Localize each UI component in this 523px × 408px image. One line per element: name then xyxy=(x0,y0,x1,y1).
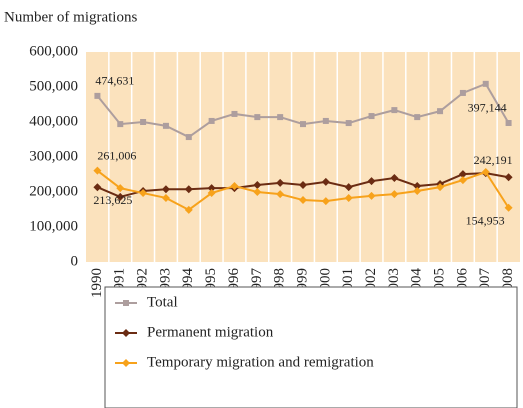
data-point xyxy=(162,122,169,129)
data-point xyxy=(117,121,124,128)
data-point xyxy=(368,113,375,120)
legend-marker xyxy=(122,359,130,367)
data-point xyxy=(93,166,102,175)
data-point xyxy=(367,191,376,200)
data-point xyxy=(299,196,307,205)
data-point xyxy=(367,177,376,186)
data-point xyxy=(116,184,125,193)
data-point xyxy=(184,185,193,194)
data-point xyxy=(458,170,467,179)
data-point xyxy=(504,173,513,182)
y-tick-label: 100,000 xyxy=(29,218,78,234)
data-point xyxy=(481,168,490,177)
data-point xyxy=(116,192,125,201)
y-tick-label: 200,000 xyxy=(29,183,78,199)
y-tick-label: 0 xyxy=(71,253,79,269)
data-label: 474,631 xyxy=(95,74,134,88)
y-axis-title: Number of migrations xyxy=(4,9,137,25)
data-point xyxy=(276,178,285,187)
data-point xyxy=(504,203,513,212)
data-point xyxy=(390,174,399,182)
data-point xyxy=(184,205,193,214)
data-point xyxy=(94,92,101,99)
data-point xyxy=(390,190,399,199)
data-point xyxy=(300,121,306,128)
legend-label: Total xyxy=(147,294,178,310)
data-point xyxy=(413,182,422,191)
data-point xyxy=(253,181,262,189)
data-label: 242,191 xyxy=(474,153,513,167)
data-point xyxy=(413,186,422,195)
data-point xyxy=(391,107,398,114)
data-point xyxy=(231,110,238,117)
legend-marker xyxy=(122,329,130,337)
data-point xyxy=(230,182,239,191)
y-tick-label: 500,000 xyxy=(29,78,78,94)
data-point xyxy=(344,183,353,192)
y-tick-label: 400,000 xyxy=(29,113,78,129)
data-label: 213,625 xyxy=(93,193,132,207)
data-point xyxy=(437,108,444,115)
data-point xyxy=(93,183,102,192)
data-point xyxy=(321,197,330,206)
data-point xyxy=(414,114,421,121)
data-point xyxy=(482,80,489,87)
data-point xyxy=(299,181,307,189)
data-point xyxy=(139,189,148,198)
y-tick-label: 300,000 xyxy=(29,148,78,164)
data-point xyxy=(321,177,330,186)
data-point xyxy=(344,193,353,202)
data-point xyxy=(436,183,445,192)
data-point xyxy=(207,184,216,193)
data-point xyxy=(277,114,284,121)
plot-background xyxy=(86,52,520,262)
data-point xyxy=(345,120,352,127)
legend-label: Temporary migration and remigration xyxy=(147,354,374,370)
legend-label: Permanent migration xyxy=(147,324,274,340)
data-label: 261,006 xyxy=(97,148,136,162)
data-point xyxy=(505,119,512,126)
data-point xyxy=(140,119,147,125)
data-point xyxy=(161,193,170,202)
data-point xyxy=(207,189,216,198)
legend-marker xyxy=(123,300,129,306)
data-label: 154,953 xyxy=(466,214,505,228)
data-point xyxy=(459,89,466,96)
data-point xyxy=(458,176,467,185)
data-point xyxy=(276,190,285,199)
x-tick-label: 1990 xyxy=(89,268,105,298)
data-label: 397,144 xyxy=(468,101,507,115)
data-point xyxy=(254,114,261,121)
data-point xyxy=(161,185,170,194)
data-point xyxy=(322,117,329,124)
y-tick-label: 600,000 xyxy=(29,43,78,59)
data-point xyxy=(208,117,215,124)
data-point xyxy=(185,134,192,141)
legend-box xyxy=(104,286,518,408)
data-point xyxy=(253,188,262,196)
